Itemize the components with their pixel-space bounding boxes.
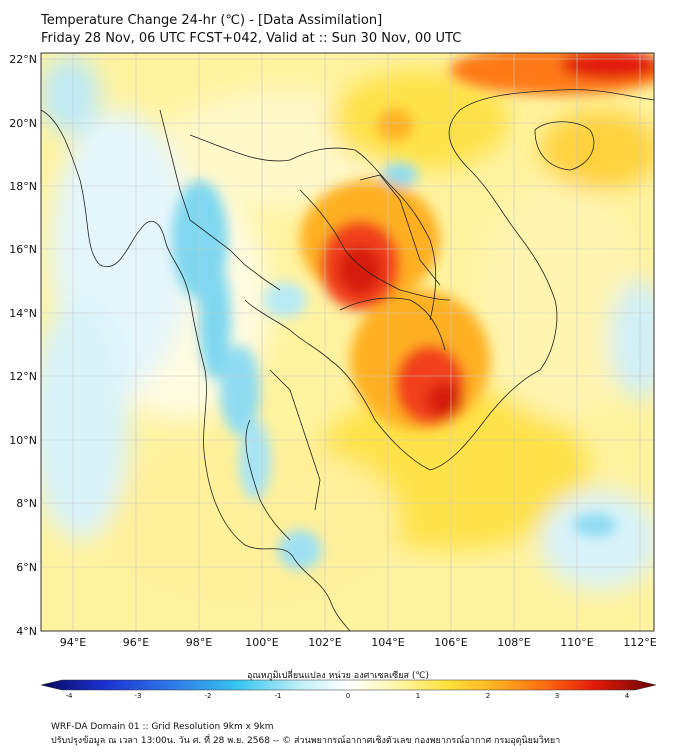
lat-tick-12: 12°N: [9, 370, 37, 383]
footer-line-2: ปรับปรุงข้อมูล ณ เวลา 13:00น. วัน ศ. ที่…: [51, 736, 561, 746]
lon-tick-106: 106°E: [434, 636, 467, 649]
colorbar-bar: [40, 679, 657, 691]
lat-tick-8: 8°N: [16, 497, 37, 510]
title-line-1: Temperature Change 24-hr (℃) - [Data Ass…: [41, 13, 383, 28]
coastlines: [41, 89, 654, 631]
graticule: [41, 53, 654, 631]
title-line-2: Friday 28 Nov, 06 UTC FCST+042, Valid at…: [41, 31, 462, 46]
cbar-tick-2: 2: [486, 692, 490, 700]
lat-tick-18: 18°N: [9, 180, 37, 193]
lat-tick-4: 4°N: [16, 625, 37, 638]
cbar-tick-0: 0: [346, 692, 350, 700]
cbar-tick-3: 3: [555, 692, 559, 700]
lon-tick-108: 108°E: [497, 636, 530, 649]
lon-tick-94: 94°E: [60, 636, 86, 649]
footer-line-1: WRF-DA Domain 01 :: Grid Resolution 9km …: [51, 722, 274, 732]
lon-tick-104: 104°E: [371, 636, 404, 649]
lat-tick-6: 6°N: [16, 561, 37, 574]
cbar-tick-4: 4: [625, 692, 630, 700]
cbar-tick-m1: -1: [275, 692, 282, 700]
colorbar: -4 -3 -2 -1 0 1 2 3 4: [40, 679, 657, 700]
cbar-tick-m2: -2: [205, 692, 212, 700]
map-frame: [40, 52, 655, 632]
lat-tick-20: 20°N: [9, 117, 37, 130]
lat-tick-22: 22°N: [9, 53, 37, 66]
lon-tick-102: 102°E: [308, 636, 341, 649]
lon-tick-112: 112°E: [623, 636, 656, 649]
lat-axis: 22°N 20°N 18°N 16°N 14°N 12°N 10°N 8°N 6…: [9, 53, 37, 638]
lon-tick-110: 110°E: [560, 636, 593, 649]
lat-tick-16: 16°N: [9, 243, 37, 256]
colorbar-title: อุณหภูมิเปลี่ยนแปลง หน่วย องศาเซลเซียส (…: [246, 671, 430, 681]
footer: WRF-DA Domain 01 :: Grid Resolution 9km …: [51, 720, 560, 748]
cbar-tick-m4: -4: [66, 692, 74, 700]
lat-tick-14: 14°N: [9, 307, 37, 320]
lon-tick-98: 98°E: [186, 636, 212, 649]
lon-tick-96: 96°E: [123, 636, 149, 649]
cbar-tick-m3: -3: [135, 692, 142, 700]
chart-title: Temperature Change 24-hr (℃) - [Data Ass…: [41, 12, 461, 48]
cbar-tick-1: 1: [416, 692, 420, 700]
lon-tick-100: 100°E: [245, 636, 278, 649]
temperature-field: [41, 53, 654, 631]
lat-tick-10: 10°N: [9, 434, 37, 447]
lon-axis: 94°E 96°E 98°E 100°E 102°E 104°E 106°E 1…: [60, 636, 657, 649]
